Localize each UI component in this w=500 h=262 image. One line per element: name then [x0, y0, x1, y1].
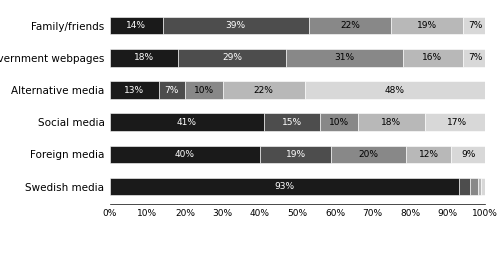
- Text: 7%: 7%: [468, 53, 483, 62]
- Text: 40%: 40%: [175, 150, 195, 159]
- Bar: [309, 17, 391, 35]
- Bar: [264, 113, 320, 131]
- Text: 93%: 93%: [274, 182, 294, 191]
- Bar: [481, 178, 485, 195]
- Text: 18%: 18%: [134, 53, 154, 62]
- Bar: [425, 113, 489, 131]
- Text: 10%: 10%: [194, 85, 214, 95]
- Bar: [110, 17, 162, 35]
- Bar: [462, 17, 489, 35]
- Text: 39%: 39%: [226, 21, 246, 30]
- Text: 14%: 14%: [126, 21, 146, 30]
- Bar: [110, 145, 260, 163]
- Text: 22%: 22%: [254, 85, 274, 95]
- Bar: [451, 145, 485, 163]
- Text: 29%: 29%: [222, 53, 242, 62]
- Text: 22%: 22%: [340, 21, 360, 30]
- Text: 7%: 7%: [468, 21, 483, 30]
- Text: 19%: 19%: [286, 150, 306, 159]
- Bar: [222, 81, 305, 99]
- Text: 41%: 41%: [177, 118, 197, 127]
- Bar: [185, 81, 222, 99]
- Text: 10%: 10%: [328, 118, 349, 127]
- Bar: [110, 81, 159, 99]
- Text: 18%: 18%: [381, 118, 402, 127]
- Bar: [260, 145, 331, 163]
- Bar: [320, 113, 358, 131]
- Bar: [470, 178, 478, 195]
- Bar: [358, 113, 425, 131]
- Bar: [162, 17, 309, 35]
- Text: 12%: 12%: [419, 150, 439, 159]
- Bar: [286, 49, 403, 67]
- Bar: [110, 178, 459, 195]
- Text: 9%: 9%: [461, 150, 475, 159]
- Text: 20%: 20%: [359, 150, 379, 159]
- Bar: [462, 49, 489, 67]
- Text: 19%: 19%: [417, 21, 437, 30]
- Bar: [110, 49, 178, 67]
- Text: 48%: 48%: [385, 85, 405, 95]
- Bar: [110, 113, 264, 131]
- Text: 16%: 16%: [422, 53, 442, 62]
- Bar: [305, 81, 485, 99]
- Text: 17%: 17%: [447, 118, 467, 127]
- Bar: [406, 145, 451, 163]
- Text: 7%: 7%: [164, 85, 179, 95]
- Bar: [391, 17, 462, 35]
- Bar: [159, 81, 185, 99]
- Text: 31%: 31%: [334, 53, 354, 62]
- Bar: [331, 145, 406, 163]
- Bar: [178, 49, 286, 67]
- Text: 13%: 13%: [124, 85, 144, 95]
- Bar: [402, 49, 462, 67]
- Bar: [459, 178, 470, 195]
- Bar: [478, 178, 481, 195]
- Text: 15%: 15%: [282, 118, 302, 127]
